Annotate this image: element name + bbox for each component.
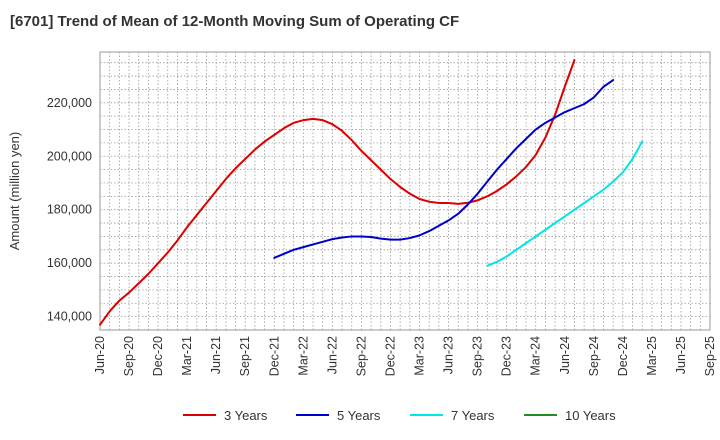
series-line-5-years bbox=[273, 79, 615, 259]
x-tick-labels: Jun-20 Sep-20 Dec-20 Mar-21 Jun-21 Sep-21 Dec-… bbox=[93, 336, 717, 376]
y-tick-labels: 140,000 160,000 180,000 200,000 220,000 bbox=[47, 96, 92, 324]
x-tick-label: Jun-23 bbox=[442, 336, 456, 374]
x-tick-label: Sep-21 bbox=[238, 336, 252, 376]
legend-label-7-years: 7 Years bbox=[451, 408, 495, 423]
y-tick-label: 160,000 bbox=[47, 256, 92, 270]
x-tick-label: Mar-22 bbox=[296, 336, 310, 376]
x-tick-label: Mar-24 bbox=[529, 336, 543, 376]
plot-border bbox=[99, 51, 711, 331]
y-tick-label: 220,000 bbox=[47, 96, 92, 110]
x-tick-label: Mar-23 bbox=[413, 336, 427, 376]
x-tick-label: Jun-21 bbox=[209, 336, 223, 374]
x-tick-label: Sep-20 bbox=[122, 336, 136, 376]
y-tick-label: 180,000 bbox=[47, 203, 92, 217]
y-tick-label: 140,000 bbox=[47, 310, 92, 324]
x-tick-label: Dec-21 bbox=[267, 336, 281, 376]
x-tick-label: Jun-24 bbox=[558, 336, 572, 374]
x-tick-label: Dec-20 bbox=[151, 336, 165, 376]
x-tick-label: Sep-23 bbox=[471, 336, 485, 376]
series-lines bbox=[99, 59, 644, 326]
y-tick-label: 200,000 bbox=[47, 149, 92, 163]
legend: 3 Years 5 Years 7 Years 10 Years bbox=[183, 408, 616, 423]
x-tick-label: Jun-25 bbox=[674, 336, 688, 374]
x-tick-label: Mar-21 bbox=[180, 336, 194, 376]
series-line-3-years bbox=[99, 59, 576, 326]
legend-label-5-years: 5 Years bbox=[337, 408, 381, 423]
x-tick-label: Sep-25 bbox=[703, 336, 717, 376]
x-tick-label: Mar-25 bbox=[645, 336, 659, 376]
chart-title: [6701] Trend of Mean of 12-Month Moving … bbox=[10, 13, 460, 30]
legend-label-3-years: 3 Years bbox=[224, 408, 268, 423]
y-axis-title: Amount (million yen) bbox=[7, 132, 22, 251]
x-tick-label: Jun-20 bbox=[93, 336, 107, 374]
x-tick-label: Sep-22 bbox=[354, 336, 368, 376]
legend-label-10-years: 10 Years bbox=[565, 408, 616, 423]
x-tick-label: Jun-22 bbox=[325, 336, 339, 374]
grid bbox=[100, 52, 710, 330]
series-line-7-years bbox=[486, 140, 644, 267]
x-tick-label: Sep-24 bbox=[587, 336, 601, 376]
x-tick-label: Dec-23 bbox=[500, 336, 514, 376]
x-tick-label: Dec-24 bbox=[616, 336, 630, 376]
x-tick-label: Dec-22 bbox=[383, 336, 397, 376]
